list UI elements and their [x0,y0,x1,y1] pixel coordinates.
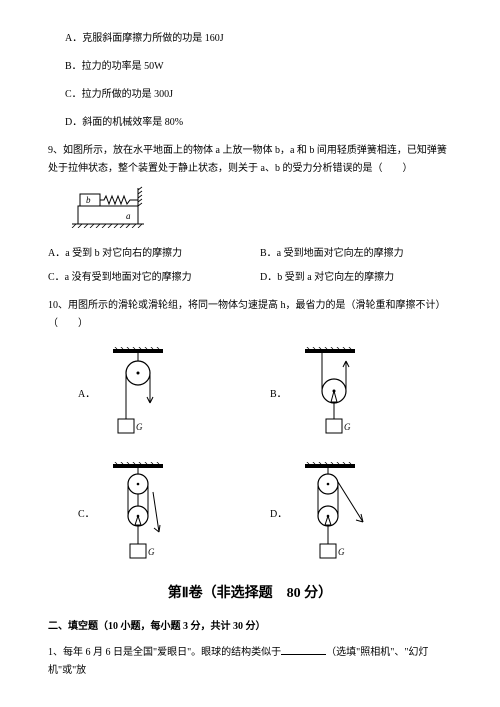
q10-fig-c[interactable]: C． [78,462,230,567]
q10: 10、用图所示的滑轮或滑轮组，将同一物体匀速提高 h，最省力的是（滑轮重和摩擦不… [48,297,452,567]
svg-text:G: G [344,422,351,432]
q9-option-a[interactable]: A．a 受到 b 对它向右的摩擦力 [48,245,240,263]
q9-figure: a b [68,186,452,235]
q1-text-pre: 1、每年 6 月 6 日是全国"爱眼日"。眼球的结构类似于 [48,647,281,658]
q9-stem: 9、如图所示，放在水平地面上的物体 a 上放一物体 b，a 和 b 间用轻质弹簧… [48,142,452,178]
q10-label-c: C． [78,506,95,524]
q8-option-b[interactable]: B．拉力的功率是 50W [48,58,452,76]
q10-stem: 10、用图所示的滑轮或滑轮组，将同一物体匀速提高 h，最省力的是（滑轮重和摩擦不… [48,297,452,333]
q10-label-b: B． [270,386,287,404]
q9-option-c[interactable]: C．a 没有受到地面对它的摩擦力 [48,269,240,287]
q10-fig-b[interactable]: B． G [270,347,422,442]
q10-figures: A． G B． [78,347,422,567]
q9-option-b[interactable]: B．a 受到地面对它向左的摩擦力 [260,245,452,263]
q8-option-d[interactable]: D．斜面的机械效率是 80% [48,114,452,132]
q10-label-d: D． [270,506,287,524]
q9-label-a: a [126,211,131,221]
q9-option-d[interactable]: D．b 受到 a 对它向左的摩擦力 [260,269,452,287]
q8-option-a[interactable]: A．克服斜面摩擦力所做的功是 160J [48,30,452,48]
section2-q1: 1、每年 6 月 6 日是全国"爱眼日"。眼球的结构类似于（选填"照相机"、"幻… [48,644,452,680]
q9: 9、如图所示，放在水平地面上的物体 a 上放一物体 b，a 和 b 间用轻质弹簧… [48,142,452,287]
q10-label-a: A． [78,386,95,404]
q9-options: A．a 受到 b 对它向右的摩擦力 B．a 受到地面对它向左的摩擦力 C．a 没… [48,245,452,287]
svg-text:G: G [136,422,143,432]
svg-text:G: G [338,547,345,557]
q1-blank[interactable] [281,645,326,655]
section2-title: 第Ⅱ卷（非选择题 80 分） [48,581,452,606]
q10-fig-a[interactable]: A． G [78,347,230,442]
section2-subtitle: 二、填空题（10 小题，每小题 3 分，共计 30 分） [48,618,452,636]
q10-fig-d[interactable]: D． G [270,462,422,567]
q9-label-b: b [86,195,91,205]
q8-option-c[interactable]: C．拉力所做的功是 300J [48,86,452,104]
svg-text:G: G [148,547,155,557]
